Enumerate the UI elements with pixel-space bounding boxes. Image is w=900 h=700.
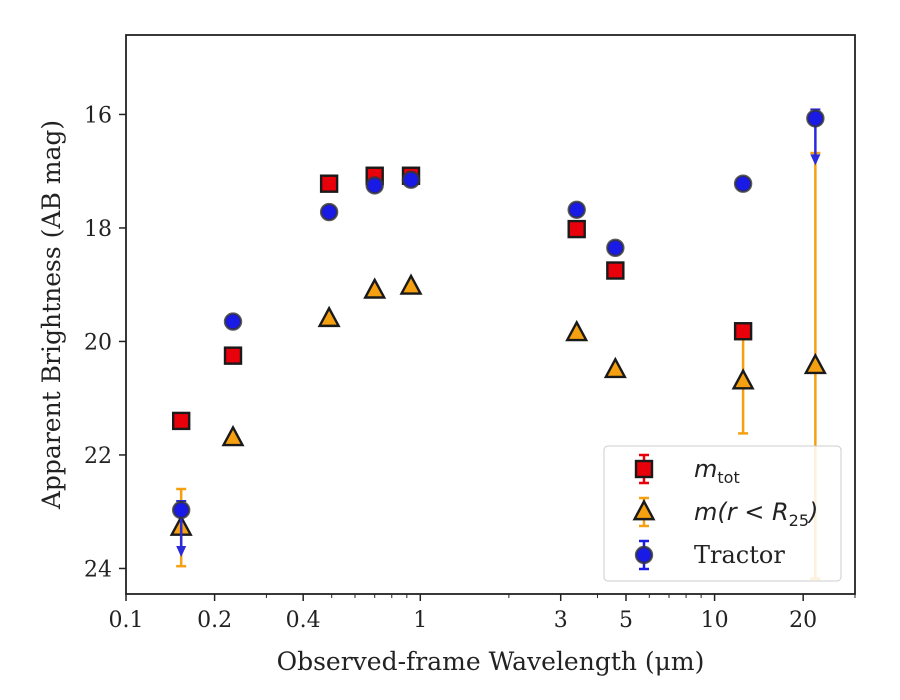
legend-label: Tractor: [694, 541, 785, 569]
data-point-triangle: [363, 277, 387, 299]
data-point-circle: [223, 312, 243, 331]
data-point-circle: [365, 176, 384, 195]
data-point-triangle: [317, 305, 341, 328]
x-tick-label: 3: [554, 608, 568, 633]
legend-label: m(r < R25): [694, 498, 818, 530]
data-point-square: [567, 219, 586, 239]
legend-label-close: ): [807, 498, 818, 526]
y-tick-label: 24: [84, 557, 112, 582]
upper-limit-arrowhead: [810, 154, 821, 166]
y-tick-label: 22: [84, 444, 112, 469]
data-point-circle: [319, 202, 339, 222]
data-point-triangle: [731, 368, 755, 390]
axis-ticks-layer: 0.1 0.2 0.4 1 3 5 10 20 16 18 20 22 24: [84, 103, 856, 633]
data-point-square: [171, 411, 191, 431]
legend-label-sub: 25: [789, 511, 809, 530]
legend: mtot m(r < R25) Tractor: [603, 445, 842, 582]
data-point-triangle: [221, 424, 245, 447]
plot-frame: [125, 34, 856, 595]
x-tick-label: 5: [619, 608, 633, 633]
x-tick-label: 0.2: [197, 608, 232, 633]
data-point-triangle: [399, 273, 423, 295]
data-point-square: [223, 346, 243, 365]
x-tick-label: 0.1: [109, 608, 144, 633]
data-point-triangle: [603, 356, 627, 379]
data-point-circle: [401, 170, 421, 189]
data-point-square: [733, 322, 753, 341]
x-tick-label: 1: [413, 608, 427, 633]
upper-limit-arrowhead: [176, 546, 187, 558]
data-marks-layer: [169, 108, 827, 580]
legend-marker-square: [634, 459, 654, 479]
y-tick-label: 16: [84, 103, 112, 128]
x-tick-label: 10: [701, 608, 729, 633]
legend-label-sub: tot: [717, 468, 739, 487]
x-tick-label: 0.4: [286, 608, 321, 633]
data-point-circle: [733, 174, 753, 193]
data-point-triangle: [565, 319, 589, 342]
data-point-triangle: [803, 352, 827, 375]
y-tick-label: 20: [84, 330, 112, 355]
legend-label-main: m: [694, 455, 717, 483]
data-point-circle: [806, 109, 825, 128]
legend-label: mtot: [694, 455, 740, 487]
legend-label-main: m(r < R: [694, 498, 789, 526]
y-axis-title: Apparent Brightness (AB mag): [37, 120, 66, 510]
data-point-circle: [171, 500, 191, 520]
data-point-circle: [567, 200, 586, 219]
x-tick-label: 20: [789, 608, 817, 633]
legend-marker-circle: [634, 545, 654, 565]
x-axis-title: Observed-frame Wavelength (μm): [277, 647, 705, 676]
legend-marker-triangle: [632, 498, 656, 521]
legend-box: [603, 445, 842, 582]
data-point-circle: [606, 238, 625, 258]
data-point-square: [606, 261, 625, 280]
y-tick-label: 18: [84, 217, 112, 242]
data-point-square: [319, 174, 339, 193]
legend-label-main: Tractor: [694, 541, 785, 569]
